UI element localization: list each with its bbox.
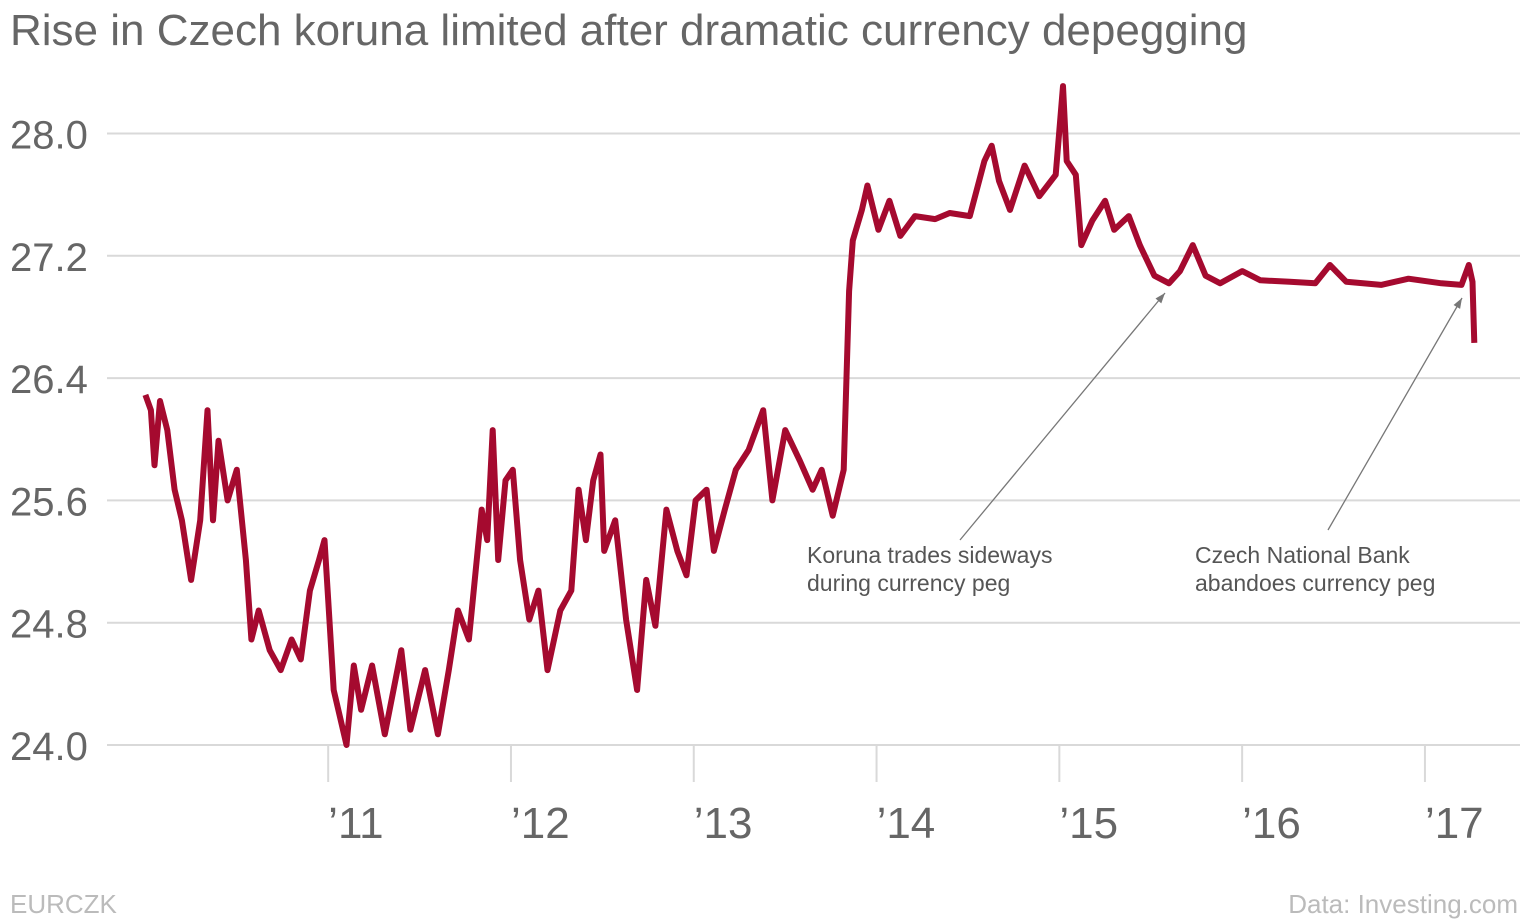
y-tick-label: 26.4	[10, 358, 88, 402]
x-tick-label: ’12	[511, 799, 570, 848]
price-line	[142, 83, 1478, 748]
y-tick-label: 27.2	[10, 236, 88, 280]
annotation-text: during currency peg	[807, 570, 1010, 596]
annotation-text: abandoes currency peg	[1195, 570, 1435, 596]
y-tick-label: 25.6	[10, 480, 88, 524]
annotation-arrow	[959, 292, 1166, 541]
annotation-text: Koruna trades sideways	[807, 542, 1052, 568]
source: Data: Investing.com	[1288, 889, 1518, 919]
footnote: EURCZK	[10, 889, 118, 919]
chart-title: Rise in Czech koruna limited after drama…	[10, 6, 1247, 55]
annotation-arrow	[1327, 297, 1463, 531]
arrow-head	[1155, 293, 1165, 304]
x-tick-label: ’17	[1425, 799, 1484, 848]
x-tick-label: ’11	[328, 799, 383, 848]
annotation-text: Czech National Bank	[1195, 542, 1410, 568]
x-tick-label: ’15	[1059, 799, 1118, 848]
x-tick-label: ’14	[877, 799, 936, 848]
x-tick-label: ’16	[1242, 799, 1301, 848]
x-tick-label: ’13	[694, 799, 753, 848]
y-tick-label: 24.8	[10, 603, 88, 647]
arrow-head	[1453, 298, 1462, 309]
y-tick-label: 28.0	[10, 114, 88, 158]
y-tick-label: 24.0	[10, 725, 88, 769]
